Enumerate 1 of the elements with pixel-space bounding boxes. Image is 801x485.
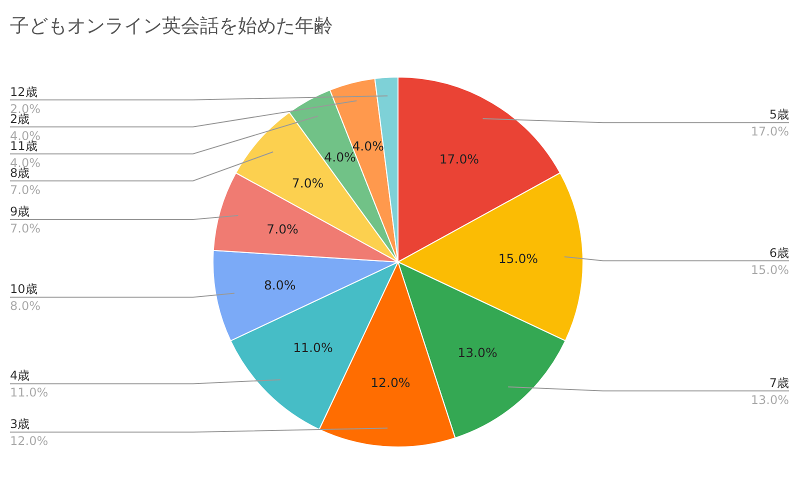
title: 子どもオンライン英会話を始めた年齢 — [10, 15, 333, 37]
